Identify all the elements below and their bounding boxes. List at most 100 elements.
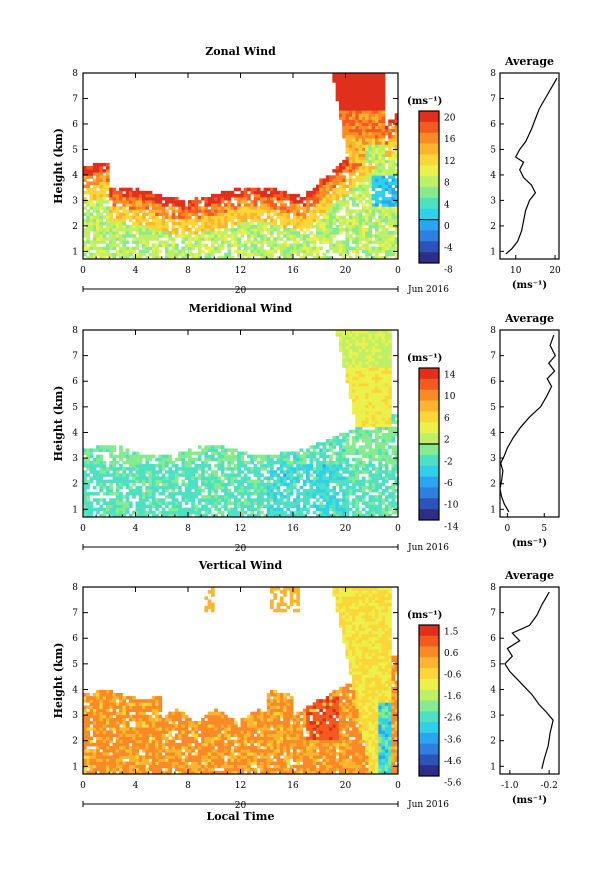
heatmap-cell (217, 476, 222, 480)
heatmap-cell (122, 193, 127, 198)
heatmap-cell (263, 467, 268, 471)
heatmap-cell (355, 501, 360, 505)
heatmap-cell (224, 237, 228, 241)
heatmap-cell (240, 464, 245, 468)
heatmap-cell (145, 454, 150, 459)
heatmap-cell (105, 689, 110, 694)
heatmap-cell (361, 150, 366, 154)
heatmap-cell (96, 162, 100, 167)
heatmap-cell (151, 476, 156, 480)
heatmap-cell (296, 460, 300, 465)
heatmap-cell (384, 243, 389, 247)
heatmap-cell (375, 373, 379, 378)
heatmap-cell (247, 485, 251, 490)
heatmap-cell (96, 234, 100, 238)
heatmap-cell (158, 454, 163, 459)
heatmap-cell (358, 141, 363, 145)
heatmap-cell (283, 224, 287, 229)
heatmap-cell (270, 488, 274, 493)
heatmap-cell (191, 221, 195, 226)
heatmap-cell (378, 104, 382, 108)
heatmap-cell (83, 513, 87, 518)
heatmap-cell (109, 498, 113, 502)
heatmap-cell (348, 448, 353, 452)
heatmap-cell (335, 243, 340, 247)
heatmap-cell (168, 495, 172, 499)
heatmap-cell (115, 231, 120, 235)
heatmap-cell (352, 513, 356, 518)
heatmap-cell (371, 485, 376, 490)
heatmap-cell (155, 231, 159, 235)
heatmap-cell (299, 464, 304, 468)
heatmap-cell (188, 228, 192, 232)
heatmap-cell (161, 203, 166, 207)
heatmap-cell (358, 88, 363, 92)
heatmap-cell (371, 333, 376, 337)
heatmap-cell (148, 231, 153, 235)
heatmap-cell (365, 190, 369, 195)
heatmap-cell (352, 370, 356, 375)
heatmap-cell (99, 184, 104, 189)
heatmap-cells (83, 330, 399, 518)
heatmap-cell (227, 190, 232, 195)
heatmap-cell (184, 215, 189, 220)
heatmap-cell (293, 479, 297, 484)
heatmap-cell (204, 495, 209, 499)
heatmap-cell (145, 237, 150, 241)
heatmap-cell (155, 209, 159, 213)
heatmap-cell (391, 181, 396, 185)
heatmap-cell (132, 457, 136, 462)
heatmap-cell (394, 510, 399, 515)
heatmap-cell (332, 460, 337, 465)
heatmap-cell (329, 504, 333, 509)
heatmap-cell (329, 240, 333, 244)
x-tick-label: 16 (287, 524, 299, 534)
heatmap-cell (102, 761, 107, 766)
heatmap-cell (345, 485, 350, 490)
heatmap-cell (122, 218, 127, 223)
heatmap-cell (358, 336, 363, 340)
heatmap-cell (256, 193, 261, 198)
heatmap-cell (361, 234, 366, 238)
heatmap-cell (325, 439, 330, 443)
heatmap-cell (96, 473, 100, 477)
heatmap-cell (384, 215, 389, 220)
heatmap-cell (214, 485, 218, 490)
heatmap-cell (207, 467, 212, 471)
heatmap-cell (315, 476, 320, 480)
heatmap-cell (342, 97, 346, 102)
heatmap-cell (105, 742, 110, 747)
heatmap-cell (279, 482, 284, 487)
heatmap-cell (283, 252, 287, 257)
heatmap-cell (361, 73, 366, 77)
heatmap-cell (168, 457, 172, 462)
heatmap-cell (338, 88, 343, 92)
heatmap-cell (240, 200, 245, 204)
heatmap-cell (368, 401, 373, 406)
heatmap-cell (109, 190, 113, 195)
heatmap-cell (381, 330, 386, 334)
heatmap-cell (191, 255, 195, 260)
heatmap-cell (381, 479, 386, 484)
heatmap-cell (368, 464, 373, 468)
colorbar-swatch (419, 208, 439, 220)
heatmap-cell (247, 470, 251, 474)
heatmap-cell (155, 504, 159, 509)
heatmap-cell (151, 470, 156, 474)
heatmap-cell (105, 445, 110, 449)
heatmap-cell (335, 442, 340, 446)
heatmap-cell (315, 507, 320, 512)
heatmap-cell (391, 417, 396, 421)
heatmap-cell (92, 162, 97, 167)
heatmap-cell (102, 733, 107, 737)
heatmap-cell (83, 730, 87, 734)
heatmap-cell (378, 354, 382, 359)
heatmap-cell (165, 197, 169, 201)
heatmap-cell (371, 125, 376, 130)
heatmap-cell (145, 218, 150, 223)
heatmap-cell (322, 464, 327, 468)
heatmap-cell (158, 209, 163, 213)
heatmap-cell (375, 448, 379, 452)
heatmap-cell (109, 510, 113, 515)
